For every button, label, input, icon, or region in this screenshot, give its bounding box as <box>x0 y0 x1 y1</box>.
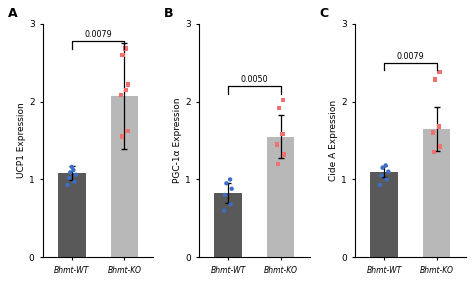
Bar <box>111 96 138 257</box>
Point <box>221 193 228 197</box>
Point <box>70 168 77 172</box>
Point <box>383 177 391 182</box>
Bar <box>423 129 450 257</box>
Point <box>117 93 125 98</box>
Y-axis label: PGC-1α Expression: PGC-1α Expression <box>173 98 182 183</box>
Point <box>436 70 443 74</box>
Point <box>72 172 80 177</box>
Point <box>226 177 234 182</box>
Text: 0.0079: 0.0079 <box>397 52 424 61</box>
Point <box>280 152 288 157</box>
Point <box>429 130 437 135</box>
Point <box>430 150 438 155</box>
Point <box>431 78 439 82</box>
Point <box>275 106 283 110</box>
Point <box>223 181 230 186</box>
Point <box>384 169 392 174</box>
Bar <box>214 193 242 257</box>
Point <box>435 124 443 129</box>
Point <box>118 134 126 139</box>
Point <box>382 163 390 168</box>
Bar <box>371 171 398 257</box>
Text: C: C <box>320 7 329 20</box>
Point <box>378 173 385 178</box>
Text: B: B <box>164 7 173 20</box>
Point <box>228 186 236 191</box>
Point <box>376 183 384 187</box>
Point <box>220 208 228 213</box>
Text: 0.0050: 0.0050 <box>240 75 268 84</box>
Point <box>64 183 72 187</box>
Text: A: A <box>8 7 17 20</box>
Text: 0.0079: 0.0079 <box>84 30 112 39</box>
Point <box>71 179 78 184</box>
Point <box>280 98 287 102</box>
Point <box>124 82 132 87</box>
Point <box>274 162 282 166</box>
Point <box>379 166 386 170</box>
Point <box>436 144 444 149</box>
Point <box>65 175 73 180</box>
Y-axis label: Cide A Expression: Cide A Expression <box>329 100 338 181</box>
Point <box>68 165 76 169</box>
Point <box>227 202 235 207</box>
Point <box>66 170 74 175</box>
Point <box>122 46 129 51</box>
Point <box>279 132 286 136</box>
Point <box>118 52 126 57</box>
Bar <box>267 137 294 257</box>
Bar <box>58 173 85 257</box>
Y-axis label: UCP1 Expression: UCP1 Expression <box>17 102 26 178</box>
Point <box>273 142 281 147</box>
Point <box>122 87 130 92</box>
Point <box>124 129 131 133</box>
